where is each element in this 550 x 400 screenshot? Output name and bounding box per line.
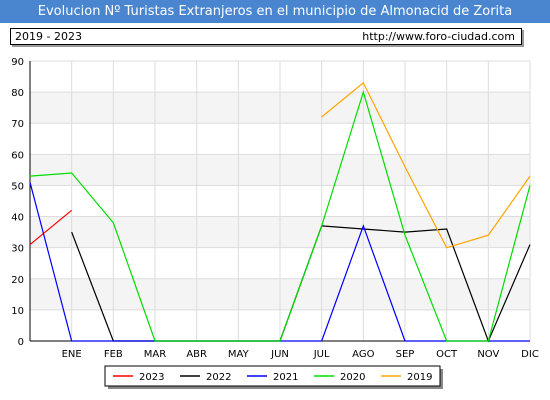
y-tick-label: 0 — [18, 337, 24, 348]
y-tick-label: 10 — [11, 306, 24, 317]
legend-label-2023: 2023 — [139, 372, 164, 383]
y-tick-label: 70 — [11, 119, 24, 130]
y-tick-label: 90 — [11, 57, 24, 68]
x-tick-label: OCT — [436, 349, 458, 360]
x-tick-label: AGO — [352, 349, 374, 360]
y-tick-label: 60 — [11, 150, 24, 161]
y-tick-label: 80 — [11, 88, 24, 99]
x-tick-label: FEB — [104, 349, 123, 360]
x-tick-label: JUN — [270, 349, 289, 360]
source-url[interactable]: http://www.foro-ciudad.com — [362, 30, 515, 43]
x-tick-label: ABR — [186, 349, 207, 360]
y-tick-label: 30 — [11, 244, 24, 255]
x-tick-label: MAY — [228, 349, 250, 360]
chart-title: Evolucion Nº Turistas Extranjeros en el … — [0, 0, 550, 23]
x-tick-label: SEP — [396, 349, 415, 360]
series-line-2020 — [29, 90, 531, 342]
x-tick-label: DIC — [521, 349, 539, 360]
year-range: 2019 - 2023 — [15, 30, 82, 43]
y-tick-label: 40 — [11, 213, 24, 224]
series-line-2023 — [29, 209, 73, 246]
x-tick-label: JUL — [313, 349, 330, 360]
legend-label-2019: 2019 — [407, 372, 432, 383]
legend-label-2022: 2022 — [206, 372, 231, 383]
x-tick-label: MAR — [144, 349, 166, 360]
series-line-2019 — [321, 81, 531, 249]
y-tick-label: 50 — [11, 181, 24, 192]
legend-label-2020: 2020 — [340, 372, 365, 383]
x-tick-label: ENE — [62, 349, 82, 360]
legend — [104, 365, 441, 387]
legend-label-2021: 2021 — [273, 372, 298, 383]
x-tick-label: NOV — [477, 349, 499, 360]
info-box: 2019 - 2023 http://www.foro-ciudad.com — [10, 28, 522, 45]
y-tick-label: 20 — [11, 275, 24, 286]
